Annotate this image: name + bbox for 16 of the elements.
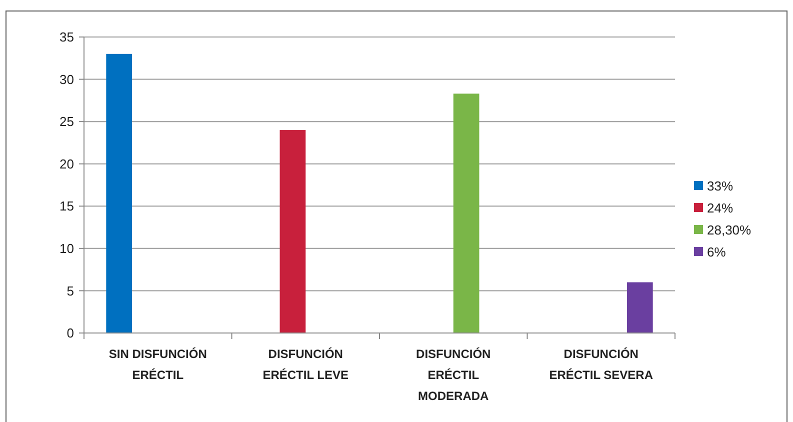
y-tick-label: 35 [60, 30, 74, 45]
x-tick-label: DISFUNCIÓN ERÉCTIL MODERADA [416, 347, 491, 403]
legend-label: 33% [707, 178, 734, 194]
y-tick-label: 0 [66, 326, 74, 341]
y-tick-label: 5 [66, 283, 74, 298]
x-tick-label: DISFUNCIÓN ERÉCTIL SEVERA [549, 347, 654, 382]
y-tick-label: 20 [60, 156, 74, 172]
y-tick-label: 10 [60, 240, 74, 256]
legend-label: 6% [707, 244, 726, 260]
y-tick-label: 15 [60, 198, 74, 214]
x-tick-label: SIN DISFUNCIÓN ERÉCTIL [108, 347, 207, 382]
legend-label: 24% [707, 200, 734, 216]
y-tick-label: 30 [60, 72, 74, 87]
y-tick-label: 25 [60, 114, 74, 130]
x-tick-label: DISFUNCIÓN ERÉCTIL LEVE [262, 347, 349, 382]
legend-label: 28,30% [707, 222, 752, 238]
